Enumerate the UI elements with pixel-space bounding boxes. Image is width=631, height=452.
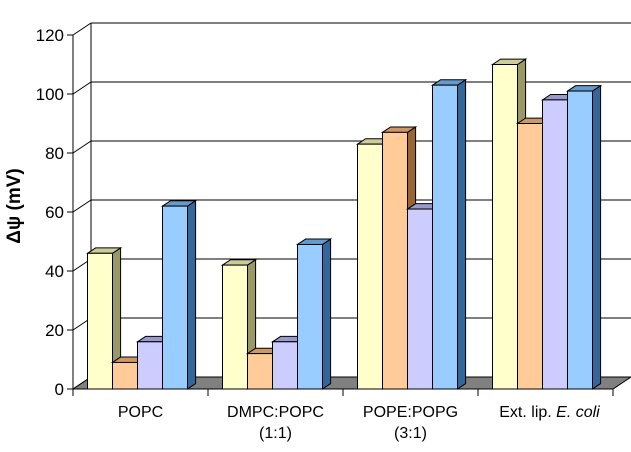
bar — [407, 208, 433, 390]
y-axis-title: Δψ (mV) — [4, 168, 25, 243]
y-tick-label: 20 — [45, 321, 64, 340]
side-wall-gridline — [72, 22, 92, 36]
bar — [492, 64, 518, 390]
bar — [112, 361, 138, 390]
bar — [567, 90, 593, 390]
side-wall-gridline — [72, 199, 92, 213]
bar — [297, 243, 323, 390]
y-tick-label: 60 — [45, 203, 64, 222]
y-tick-label: 40 — [45, 262, 64, 281]
bar — [162, 205, 188, 390]
bar — [357, 143, 383, 390]
x-tick-label: Ext. lip. E. coli — [499, 404, 600, 421]
bar — [137, 341, 163, 390]
bar — [432, 84, 458, 390]
bar-side — [187, 199, 197, 390]
bar — [382, 131, 408, 390]
bar-side — [592, 84, 602, 390]
side-wall-gridline — [72, 81, 92, 95]
y-tick-label: 80 — [45, 144, 64, 163]
bar — [542, 99, 568, 390]
side-wall-gridline — [72, 140, 92, 154]
x-tick-label: (3:1) — [394, 425, 427, 442]
bar — [222, 264, 248, 390]
bar — [272, 341, 298, 390]
y-tick-label: 120 — [36, 26, 64, 45]
x-tick-label: (1:1) — [259, 425, 292, 442]
x-tick-label: POPC — [118, 404, 163, 421]
bar — [517, 123, 543, 390]
bar — [247, 353, 273, 390]
x-tick-label: DMPC:POPC — [227, 404, 324, 421]
bar — [87, 252, 113, 390]
bar-side — [322, 238, 332, 390]
x-tick-label: POPE:POPG — [363, 404, 458, 421]
y-tick-label: 0 — [55, 380, 64, 399]
y-tick-label: 100 — [36, 85, 64, 104]
bar-side — [457, 78, 467, 390]
